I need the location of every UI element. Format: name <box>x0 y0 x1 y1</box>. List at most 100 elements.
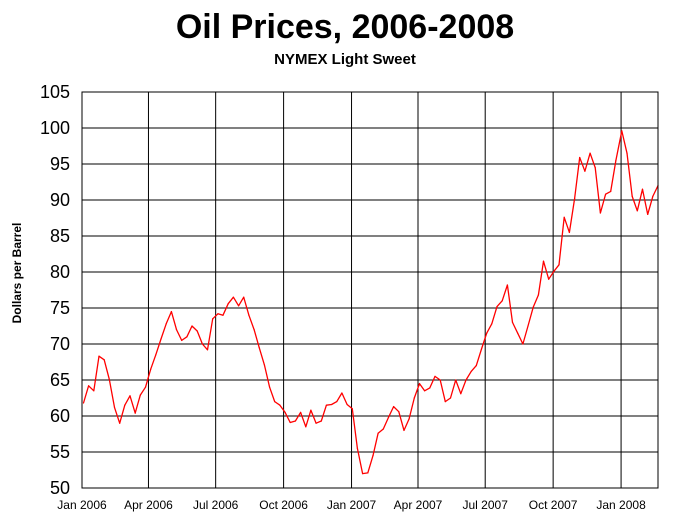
price-point <box>294 420 296 422</box>
chart-title: Oil Prices, 2006-2008 <box>176 8 514 46</box>
price-point <box>310 409 312 411</box>
price-point <box>315 422 317 424</box>
price-point <box>196 330 198 332</box>
y-tick-label: 105 <box>40 82 70 102</box>
price-point <box>522 343 524 345</box>
series-layer <box>82 130 659 475</box>
price-point <box>201 343 203 345</box>
x-tick-label: Jan 2008 <box>596 498 646 512</box>
price-point <box>517 332 519 334</box>
price-point <box>403 429 405 431</box>
y-tick-label: 55 <box>50 442 70 462</box>
price-point <box>558 264 560 266</box>
price-point <box>424 390 426 392</box>
price-point <box>341 392 343 394</box>
price-point <box>269 386 271 388</box>
price-point <box>589 152 591 154</box>
price-series-line <box>82 130 659 475</box>
grid <box>82 91 658 489</box>
price-point <box>486 332 488 334</box>
price-point <box>212 318 214 320</box>
price-point <box>647 213 649 215</box>
price-point <box>279 404 281 406</box>
x-axis-ticks: Jan 2006 Apr 2006 Jul 2006 Oct 2006 Jan 2007… <box>57 498 646 512</box>
price-point <box>605 193 607 195</box>
x-tick-label: Oct 2006 <box>259 498 308 512</box>
price-point <box>108 378 110 380</box>
y-tick-label: 50 <box>50 478 70 498</box>
price-point <box>93 390 95 392</box>
price-point <box>652 195 654 197</box>
price-point <box>284 411 286 413</box>
x-tick-label: Apr 2007 <box>394 498 443 512</box>
price-point <box>243 296 245 298</box>
y-tick-label: 90 <box>50 190 70 210</box>
price-point <box>300 411 302 413</box>
x-tick-label: Oct 2007 <box>529 498 578 512</box>
price-point <box>181 339 183 341</box>
price-point <box>356 447 358 449</box>
y-tick-label: 85 <box>50 226 70 246</box>
price-point <box>599 212 602 214</box>
x-tick-label: Jul 2006 <box>193 498 239 512</box>
y-tick-label: 80 <box>50 262 70 282</box>
y-tick-label: 100 <box>40 118 70 138</box>
price-point <box>191 325 193 327</box>
price-point <box>449 397 452 399</box>
price-point <box>615 159 617 161</box>
y-tick-label: 95 <box>50 154 70 174</box>
price-point <box>186 336 188 338</box>
price-point <box>289 421 291 424</box>
price-point <box>351 408 353 410</box>
price-point <box>465 379 467 381</box>
price-point <box>119 422 121 424</box>
price-point <box>320 420 322 422</box>
price-point <box>579 156 581 159</box>
price-point <box>496 306 498 308</box>
price-point <box>610 190 612 192</box>
price-point <box>150 368 152 370</box>
price-point <box>641 188 644 190</box>
y-tick-label: 65 <box>50 370 70 390</box>
price-point <box>305 426 307 428</box>
price-point <box>434 375 436 377</box>
price-point <box>263 364 265 366</box>
price-point <box>222 314 224 316</box>
price-point <box>455 379 457 381</box>
price-point <box>393 406 395 408</box>
price-point <box>377 432 379 434</box>
price-point <box>574 198 576 200</box>
price-point <box>537 294 540 296</box>
price-point <box>382 428 384 430</box>
price-point <box>542 260 545 262</box>
price-point <box>584 170 586 172</box>
price-point <box>439 379 441 381</box>
price-point <box>248 314 250 316</box>
price-point <box>418 383 421 385</box>
x-tick-label: Jan 2006 <box>57 498 107 512</box>
price-point <box>113 406 116 408</box>
price-point <box>501 300 503 302</box>
price-point <box>367 472 369 474</box>
price-point <box>480 348 483 350</box>
price-point <box>413 397 415 399</box>
price-point <box>232 296 234 298</box>
price-point <box>470 370 472 372</box>
price-point <box>408 418 410 420</box>
chart-subtitle: NYMEX Light Sweet <box>274 51 416 68</box>
price-point <box>88 385 90 387</box>
price-point <box>129 395 131 397</box>
price-point <box>444 401 446 403</box>
price-point <box>429 387 431 389</box>
y-axis-label: Dollars per Barrel <box>10 223 24 324</box>
price-point <box>331 403 333 406</box>
price-point <box>568 231 571 233</box>
price-point <box>398 411 400 413</box>
price-point <box>165 323 167 325</box>
price-point <box>362 473 364 475</box>
price-point <box>631 195 633 197</box>
price-point <box>155 354 157 356</box>
price-point <box>258 347 260 349</box>
price-point <box>103 359 105 361</box>
price-point <box>636 210 638 212</box>
